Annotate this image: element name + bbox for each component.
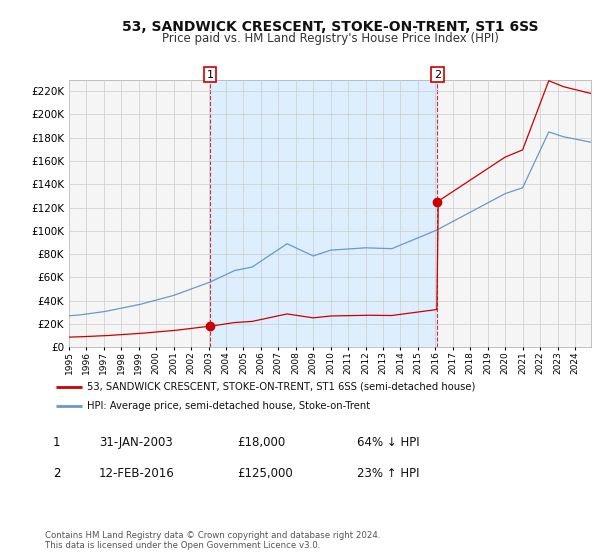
Text: 1: 1 bbox=[53, 436, 60, 449]
Text: 1: 1 bbox=[206, 69, 214, 80]
Text: 23% ↑ HPI: 23% ↑ HPI bbox=[357, 466, 419, 480]
Text: 53, SANDWICK CRESCENT, STOKE-ON-TRENT, ST1 6SS (semi-detached house): 53, SANDWICK CRESCENT, STOKE-ON-TRENT, S… bbox=[88, 381, 476, 391]
Text: 31-JAN-2003: 31-JAN-2003 bbox=[99, 436, 173, 449]
Text: 64% ↓ HPI: 64% ↓ HPI bbox=[357, 436, 419, 449]
Text: 12-FEB-2016: 12-FEB-2016 bbox=[99, 466, 175, 480]
Text: £125,000: £125,000 bbox=[237, 466, 293, 480]
Text: 2: 2 bbox=[434, 69, 441, 80]
Bar bbox=[210, 80, 437, 347]
Text: 53, SANDWICK CRESCENT, STOKE-ON-TRENT, ST1 6SS: 53, SANDWICK CRESCENT, STOKE-ON-TRENT, S… bbox=[122, 20, 538, 34]
Text: Price paid vs. HM Land Registry's House Price Index (HPI): Price paid vs. HM Land Registry's House … bbox=[161, 32, 499, 45]
Text: £18,000: £18,000 bbox=[237, 436, 285, 449]
Text: Contains HM Land Registry data © Crown copyright and database right 2024.
This d: Contains HM Land Registry data © Crown c… bbox=[45, 530, 380, 550]
Text: 2: 2 bbox=[53, 466, 60, 480]
Text: HPI: Average price, semi-detached house, Stoke-on-Trent: HPI: Average price, semi-detached house,… bbox=[88, 401, 371, 411]
